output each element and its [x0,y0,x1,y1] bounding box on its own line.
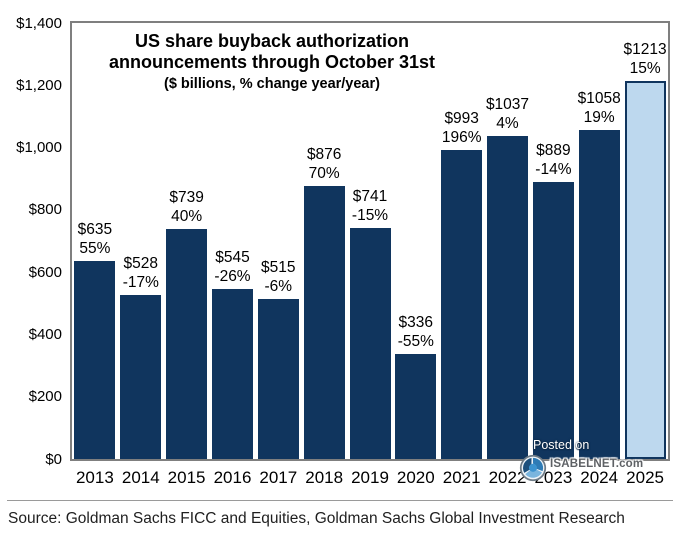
bar-2017 [257,298,299,459]
bar-dollar-value: $739 [169,188,204,206]
x-axis-label-2019: 2019 [351,468,389,487]
x-axis-label-2021: 2021 [442,468,481,487]
x-axis-label-2016: 2016 [213,468,252,487]
bar-value-label-2015: $739 40% [127,188,247,226]
watermark: Posted on ISABELNET.com [519,438,659,482]
y-axis-label-1400: $1,400 [16,14,62,32]
bar-pct-change: -6% [264,277,293,295]
bar-pct-change: 55% [79,240,111,258]
x-axis-label-2025: 2025 [626,468,664,487]
y-axis-label-400: $400 [28,325,62,343]
watermark-brand-text: ISABELNET.com [550,458,644,470]
x-axis-label-2018: 2018 [305,468,344,487]
chart-subtitle: ($ billions, % change year/year) [164,76,380,92]
bar-value-label-2023: $889 -14% [493,141,613,179]
y-axis-label-1200: $1,200 [16,76,62,94]
bar-2019 [349,228,391,459]
bar-pct-change: 4% [496,115,519,132]
bar-2024 [578,129,620,459]
bar-2018 [303,186,345,459]
bar-2020 [395,354,437,459]
bar-dollar-value: $1213 [623,41,667,59]
bar-pct-change: -14% [535,161,572,179]
bar-dollar-value: $635 [77,221,113,239]
x-axis-label-2017: 2017 [259,468,298,487]
bar-value-label-2021: $993 196% [402,109,522,147]
bar-pct-change: -17% [122,273,159,291]
source-divider [7,500,673,501]
bar-dollar-value: $336 [398,314,434,332]
x-axis-label-2014: 2014 [121,468,160,487]
bar-2021 [441,149,483,459]
bar-dollar-value: $1037 [485,96,530,113]
bar-pct-change: -15% [351,207,389,225]
bar-value-label-2024: $1058 19% [539,89,659,127]
bar-pct-change: 40% [171,207,203,225]
bar-value-label-2013: $635 55% [35,220,155,258]
bar-value-label-2018: $876 70% [264,145,384,183]
bar-2025 [624,81,666,459]
bar-value-label-2017: $515 -6% [218,258,338,296]
y-axis-label-200: $200 [28,388,62,406]
bar-dollar-value: $528 [123,254,159,272]
plot-area: US share buyback authorization announcem… [70,21,670,461]
bar-value-label-2020: $336 -55% [356,313,476,351]
x-axis-label-2024: 2024 [580,468,619,487]
bar-dollar-value: $515 [261,258,296,276]
bar-2016 [212,289,253,459]
x-axis-label-2020: 2020 [396,468,435,487]
x-axis-label-2015: 2015 [167,468,206,487]
x-axis-label-2013: 2013 [75,468,114,487]
bar-2014 [120,294,162,459]
bar-pct-change: -55% [397,333,434,351]
bar-2022 [487,136,528,459]
bar-dollar-value: $1058 [577,89,621,107]
y-axis-label-1000: $1,000 [16,139,62,157]
bar-2015 [166,228,208,459]
source-text: Source: Goldman Sachs FICC and Equities,… [8,510,625,527]
bar-value-label-2022: $1037 4% [448,95,568,133]
bar-pct-change: 19% [583,108,615,126]
bar-value-label-2019: $741 -15% [310,187,430,225]
chart-title-line-2: announcements through October 31st [108,52,436,72]
y-axis-label-0: $0 [45,450,62,468]
bar-2013 [74,261,116,459]
isabelnet-logo-icon [519,454,547,482]
bar-value-label-2014: $528 -17% [81,254,201,292]
bar-dollar-value: $545 [215,249,250,267]
bar-dollar-value: $876 [306,146,342,164]
bar-pct-change: -26% [214,268,251,286]
bar-value-label-2025: $1213 15% [585,40,680,78]
bar-dollar-value: $741 [352,188,388,206]
bar-pct-change: 196% [441,128,482,146]
bar-pct-change: 15% [629,60,661,78]
bar-dollar-value: $889 [536,142,571,160]
bar-2023 [532,182,574,459]
bar-dollar-value: $993 [444,109,479,127]
y-axis-label-600: $600 [28,263,62,281]
chart-title-line-1: US share buyback authorization [134,31,410,51]
bar-pct-change: 70% [308,165,340,183]
x-axis-label-2022: 2022 [488,468,527,487]
y-axis-label-800: $800 [28,201,62,219]
watermark-posted-on-text: Posted on [533,438,590,452]
bar-value-label-2016: $545 -26% [173,248,293,286]
chart-title: US share buyback authorization announcem… [77,31,467,93]
